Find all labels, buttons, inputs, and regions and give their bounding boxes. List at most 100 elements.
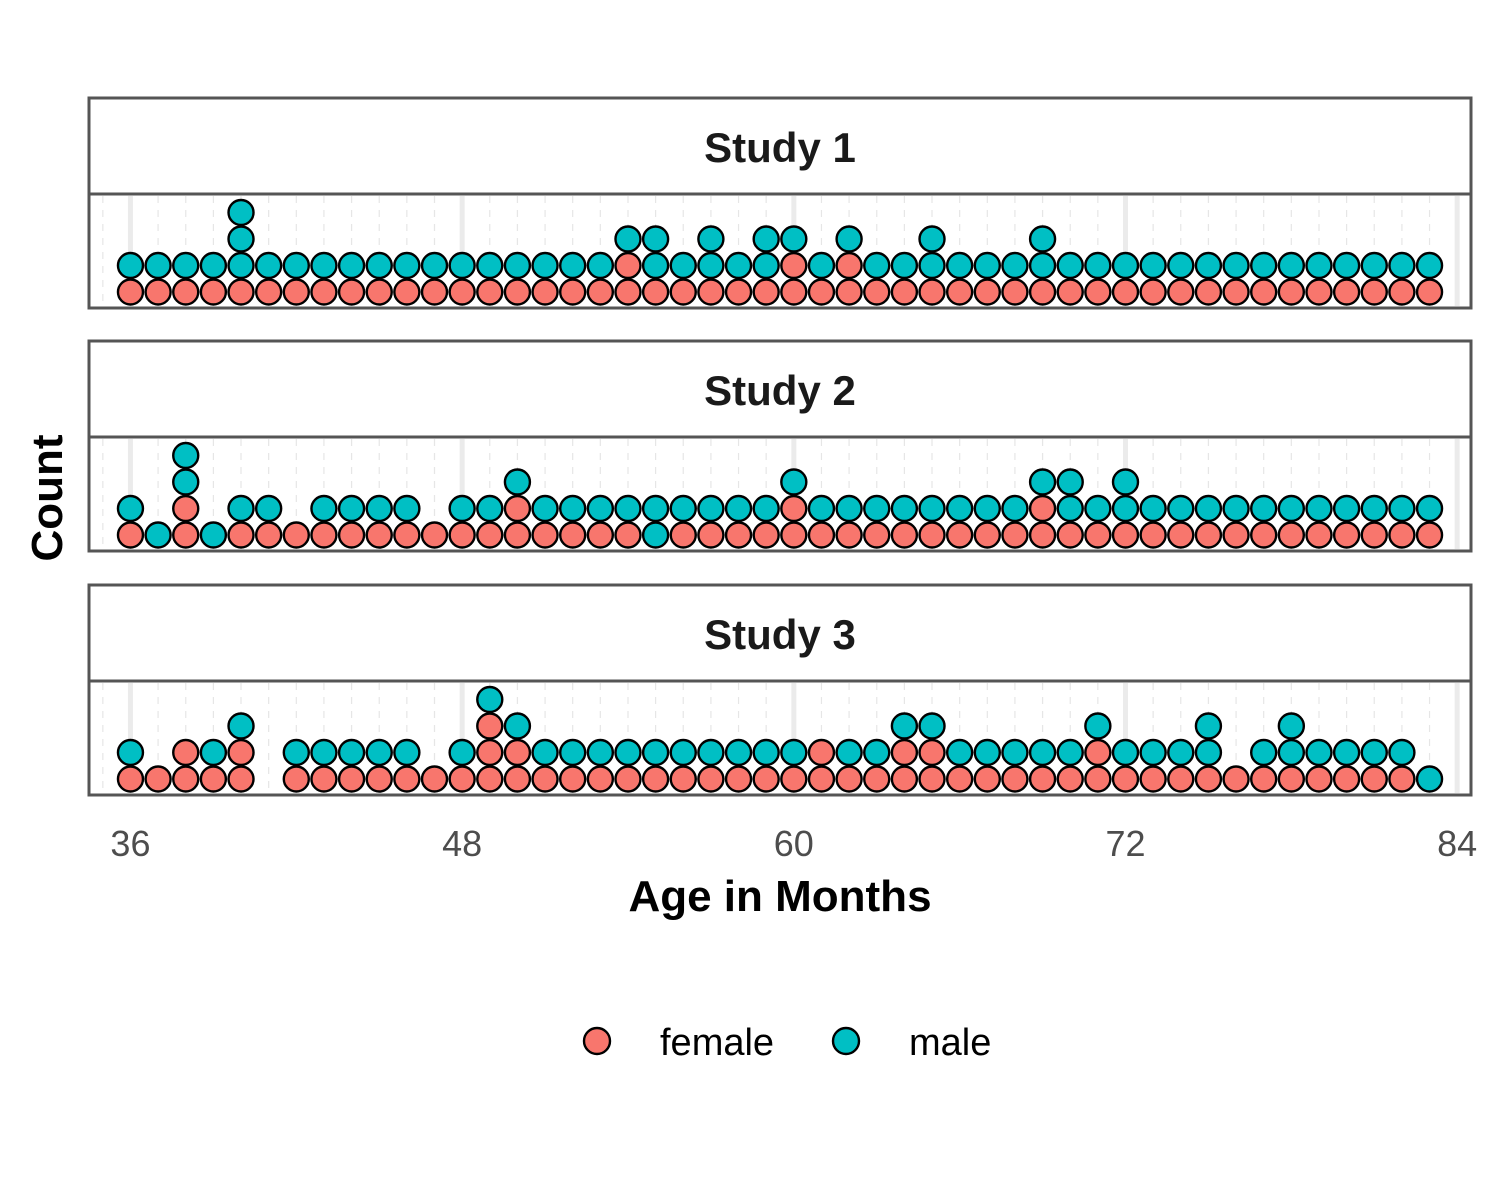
dot-female bbox=[1194, 765, 1223, 793]
facet-strip bbox=[87, 339, 1473, 439]
dot-female bbox=[1111, 278, 1140, 306]
dot-male bbox=[1028, 225, 1057, 253]
dot-male bbox=[973, 738, 1001, 767]
dot-male bbox=[1084, 712, 1112, 740]
dot-male bbox=[1056, 494, 1084, 523]
dot-male bbox=[172, 251, 200, 280]
dot-male bbox=[697, 738, 725, 767]
dot-female bbox=[724, 278, 753, 306]
dot-female bbox=[1305, 278, 1333, 306]
dot-male bbox=[945, 494, 974, 523]
dot-female bbox=[752, 278, 780, 306]
dot-male bbox=[641, 521, 670, 549]
dot-female bbox=[1305, 765, 1333, 793]
dot-male bbox=[1028, 251, 1057, 280]
dot-female bbox=[503, 765, 532, 793]
dot-female bbox=[1167, 521, 1195, 549]
dot-male bbox=[1332, 738, 1361, 767]
dot-female bbox=[807, 278, 836, 306]
dot-male bbox=[1249, 251, 1278, 280]
dot-female bbox=[697, 765, 725, 793]
dot-male bbox=[393, 494, 421, 523]
dot-female bbox=[807, 738, 836, 767]
dot-male bbox=[641, 251, 670, 280]
dot-female bbox=[1388, 765, 1416, 793]
dot-male bbox=[752, 738, 780, 767]
dot-male bbox=[227, 198, 255, 227]
dot-female bbox=[1139, 765, 1167, 793]
dot-male bbox=[807, 494, 836, 523]
facet-panels: Study 1 Study 2 Study 3 bbox=[87, 96, 1473, 797]
facet-panel: Study 2 bbox=[87, 339, 1473, 553]
dot-male bbox=[337, 738, 366, 767]
dot-male bbox=[503, 468, 532, 496]
dot-female bbox=[1277, 765, 1306, 793]
dot-female bbox=[890, 765, 919, 793]
dot-female bbox=[531, 278, 559, 306]
dot-male bbox=[1139, 251, 1167, 280]
dot-female bbox=[172, 765, 200, 793]
dot-male bbox=[559, 251, 587, 280]
dot-female bbox=[476, 278, 504, 306]
panel-dots bbox=[116, 441, 1444, 549]
dot-male bbox=[531, 738, 559, 767]
panel-dots bbox=[116, 198, 1444, 306]
dot-female bbox=[1388, 521, 1416, 549]
dot-female bbox=[780, 494, 808, 523]
dot-female bbox=[1084, 521, 1112, 549]
dot-female bbox=[365, 521, 393, 549]
dot-female bbox=[1056, 765, 1084, 793]
dot-male bbox=[1194, 738, 1223, 767]
dot-female bbox=[420, 765, 449, 793]
dot-male bbox=[476, 251, 504, 280]
panel-border bbox=[87, 192, 1473, 310]
dot-male bbox=[1360, 738, 1388, 767]
dot-female bbox=[1084, 765, 1112, 793]
dot-female bbox=[724, 765, 753, 793]
x-tick-label: 72 bbox=[1105, 823, 1145, 864]
dot-male bbox=[1111, 251, 1140, 280]
dot-male bbox=[1167, 738, 1195, 767]
dot-female bbox=[669, 278, 697, 306]
dot-female bbox=[1001, 765, 1029, 793]
dot-female bbox=[752, 521, 780, 549]
dot-male bbox=[1277, 251, 1306, 280]
dot-female bbox=[116, 278, 145, 306]
dot-male bbox=[780, 468, 808, 496]
x-tick-label: 36 bbox=[110, 823, 150, 864]
dot-male bbox=[199, 251, 228, 280]
dot-female bbox=[448, 765, 476, 793]
dot-female bbox=[144, 765, 172, 793]
dot-female bbox=[973, 765, 1001, 793]
facet-strip bbox=[87, 583, 1473, 683]
dot-female bbox=[890, 521, 919, 549]
dot-female bbox=[586, 521, 615, 549]
dot-male bbox=[365, 494, 393, 523]
dot-female bbox=[282, 278, 310, 306]
dot-female bbox=[918, 521, 946, 549]
dot-female bbox=[116, 521, 145, 549]
dot-male bbox=[337, 251, 366, 280]
facet-title: Study 3 bbox=[704, 611, 856, 658]
panel-gridlines bbox=[102, 196, 1460, 306]
dot-male bbox=[227, 251, 255, 280]
dot-female bbox=[724, 521, 753, 549]
dot-male bbox=[1139, 738, 1167, 767]
dot-male bbox=[1332, 251, 1361, 280]
dot-male bbox=[614, 494, 642, 523]
dot-female bbox=[476, 521, 504, 549]
dot-male bbox=[1111, 494, 1140, 523]
dot-female bbox=[973, 278, 1001, 306]
dot-male bbox=[1415, 251, 1444, 280]
dot-female bbox=[1222, 278, 1250, 306]
dot-female bbox=[807, 765, 836, 793]
dot-male bbox=[393, 738, 421, 767]
facet-panel: Study 3 bbox=[87, 583, 1473, 797]
dot-male bbox=[1194, 712, 1223, 740]
dot-female bbox=[945, 765, 974, 793]
dot-female bbox=[780, 278, 808, 306]
dot-male bbox=[1388, 251, 1416, 280]
dot-male bbox=[337, 494, 366, 523]
dot-male bbox=[1084, 494, 1112, 523]
legend-item-male: male bbox=[831, 1022, 991, 1064]
